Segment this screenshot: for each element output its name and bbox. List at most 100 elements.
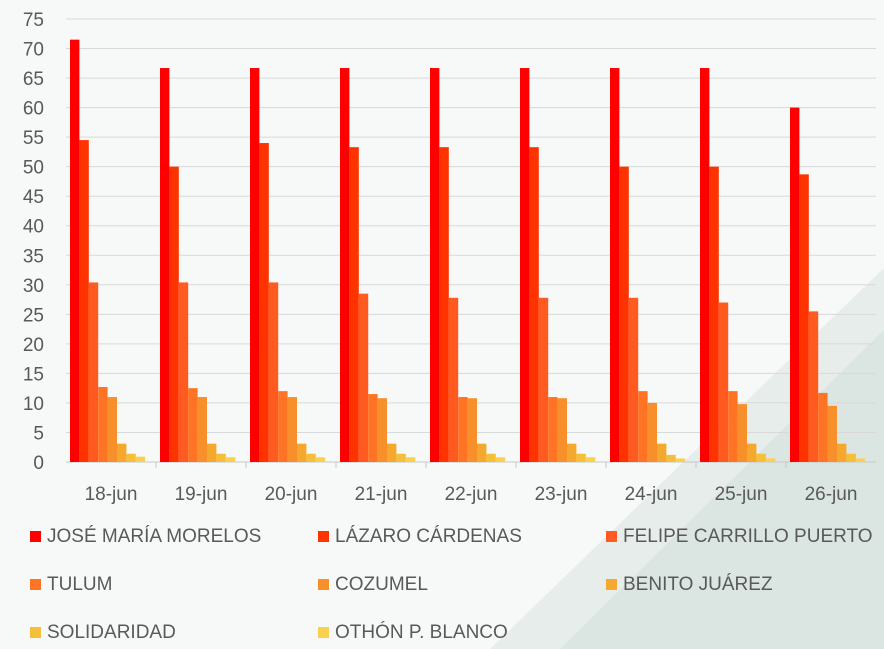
legend-swatch (30, 531, 41, 542)
bar (288, 397, 297, 462)
y-tick-label: 65 (23, 69, 44, 90)
bar (648, 403, 657, 462)
bar (188, 388, 197, 462)
y-tick-label: 70 (23, 40, 44, 61)
bar (259, 143, 268, 462)
bar (548, 397, 557, 462)
x-tick-label: 26-jun (805, 484, 858, 505)
bar (468, 398, 477, 462)
legend-label: JOSÉ MARÍA MORELOS (47, 526, 261, 548)
bar (719, 303, 728, 462)
x-tick-label: 22-jun (445, 484, 498, 505)
legend-swatch (606, 579, 617, 590)
legend-item: SOLIDARIDAD (30, 620, 318, 645)
y-tick-label: 75 (23, 10, 44, 31)
legend-label: SOLIDARIDAD (47, 622, 176, 644)
y-tick-label: 40 (23, 217, 44, 238)
bar (117, 444, 126, 462)
legend-swatch (30, 627, 41, 638)
x-tick-label: 23-jun (535, 484, 588, 505)
bar (387, 444, 396, 462)
bar (349, 147, 358, 462)
legend-item: COZUMEL (318, 572, 606, 597)
x-tick-label: 19-jun (175, 484, 228, 505)
bar (169, 167, 178, 462)
bar (756, 454, 765, 462)
bar (629, 298, 638, 462)
bar (396, 454, 405, 462)
bar (539, 298, 548, 462)
legend-item: OTHÓN P. BLANCO (318, 620, 606, 645)
y-tick-label: 15 (23, 364, 44, 385)
bar (799, 174, 808, 462)
bar (269, 282, 278, 462)
bar (747, 444, 756, 462)
bar (126, 454, 135, 462)
legend-label: COZUMEL (335, 574, 428, 596)
x-tick-label: 24-jun (625, 484, 678, 505)
bar (766, 458, 775, 462)
legend-item: FELIPE CARRILLO PUERTO (606, 524, 880, 549)
bar (297, 444, 306, 462)
legend-item: BENITO JUÁREZ (606, 572, 880, 597)
legend-swatch (318, 531, 329, 542)
legend-label: FELIPE CARRILLO PUERTO (623, 526, 873, 548)
y-tick-label: 25 (23, 305, 44, 326)
bar (486, 454, 495, 462)
bar (709, 167, 718, 462)
bar (340, 68, 349, 462)
bar-chart: 0 5 10 15 20 25 30 35 40 45 50 55 60 65 70 75 18-jun 19-j… (0, 0, 884, 520)
x-tick-label: 21-jun (355, 484, 408, 505)
y-tick-label: 45 (23, 187, 44, 208)
bar (207, 444, 216, 462)
bar (458, 397, 467, 462)
bar (430, 68, 439, 462)
legend-label: OTHÓN P. BLANCO (335, 622, 508, 644)
bar (856, 458, 865, 462)
bar (738, 404, 747, 462)
y-tick-label: 20 (23, 335, 44, 356)
bar (449, 298, 458, 462)
x-tick-label: 20-jun (265, 484, 318, 505)
bar (316, 457, 325, 462)
bar (250, 68, 259, 462)
y-tick-label: 10 (23, 394, 44, 415)
bar (586, 457, 595, 462)
y-tick-label: 60 (23, 99, 44, 120)
x-tick-label: 18-jun (85, 484, 138, 505)
bar (278, 391, 287, 462)
bar (79, 140, 88, 462)
legend-item: TULUM (30, 572, 318, 597)
y-tick-label: 30 (23, 276, 44, 297)
bar (610, 68, 619, 462)
bar (638, 391, 647, 462)
legend-label: LÁZARO CÁRDENAS (335, 526, 522, 548)
bar (837, 444, 846, 462)
bar (359, 294, 368, 462)
bar (657, 444, 666, 462)
bar (136, 457, 145, 462)
bar (378, 398, 387, 462)
y-tick-label: 35 (23, 246, 44, 267)
y-tick-label: 55 (23, 128, 44, 149)
x-tick-label: 25-jun (715, 484, 768, 505)
legend-swatch (318, 627, 329, 638)
legend-label: BENITO JUÁREZ (623, 574, 773, 596)
bar (70, 40, 79, 462)
y-tick-label: 0 (33, 453, 44, 474)
bar (818, 393, 827, 462)
bar (368, 394, 377, 462)
bar (108, 397, 117, 462)
bar (567, 444, 576, 462)
bar (496, 457, 505, 462)
bar (89, 282, 98, 462)
bar (576, 454, 585, 462)
y-tick-label: 50 (23, 158, 44, 179)
bar (406, 457, 415, 462)
bar (439, 147, 448, 462)
legend-label: TULUM (47, 574, 112, 596)
bar (160, 68, 169, 462)
legend-swatch (318, 579, 329, 590)
bar (728, 391, 737, 462)
bar (676, 458, 685, 462)
